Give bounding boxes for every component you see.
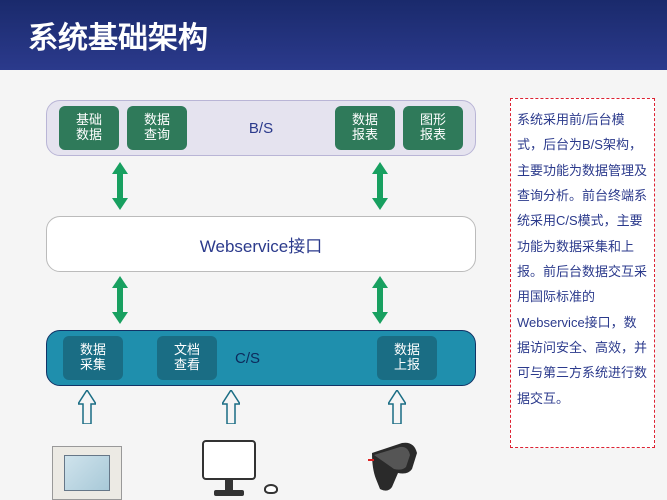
title-bar: 系统基础架构 [0,0,667,70]
arrow-mid-cs-1 [110,276,130,324]
bs-box-data-query: 数据 查询 [127,106,187,150]
arrow-bs-mid-1 [110,162,130,210]
arrow-mid-cs-2 [370,276,390,324]
cs-box-doc-view: 文档 查看 [157,336,217,380]
bs-box-data-report: 数据 报表 [335,106,395,150]
plc-panel-icon [52,446,122,500]
description-panel: 系统采用前/后台模式，后台为B/S架构，主要功能为数据管理及查询分析。前台终端系… [510,98,655,448]
cs-box-data-collect: 数据 采集 [63,336,123,380]
webservice-label: Webservice接口 [200,232,323,257]
diagram-area: 基础 数据 数据 查询 B/S 数据 报表 图形 报表 Webservice接口… [0,70,667,500]
layer-bs: 基础 数据 数据 查询 B/S 数据 报表 图形 报表 [46,100,476,156]
computer-icon [202,440,282,500]
device-row [46,430,476,500]
cs-label: C/S [235,350,260,367]
layer-webservice: Webservice接口 [46,216,476,272]
description-text: 系统采用前/后台模式，后台为B/S架构，主要功能为数据管理及查询分析。前台终端系… [517,112,647,406]
layer-cs: 数据 采集 文档 查看 C/S 数据 上报 [46,330,476,386]
bs-box-graph-report: 图形 报表 [403,106,463,150]
bs-box-basic-data: 基础 数据 [59,106,119,150]
cs-box-data-upload: 数据 上报 [377,336,437,380]
bs-label: B/S [191,120,331,137]
arrow-bs-mid-2 [370,162,390,210]
device-arrow-1 [78,390,96,429]
page-title: 系统基础架构 [28,13,208,57]
device-arrow-3 [388,390,406,429]
device-arrow-2 [222,390,240,429]
barcode-scanner-icon [362,435,432,500]
